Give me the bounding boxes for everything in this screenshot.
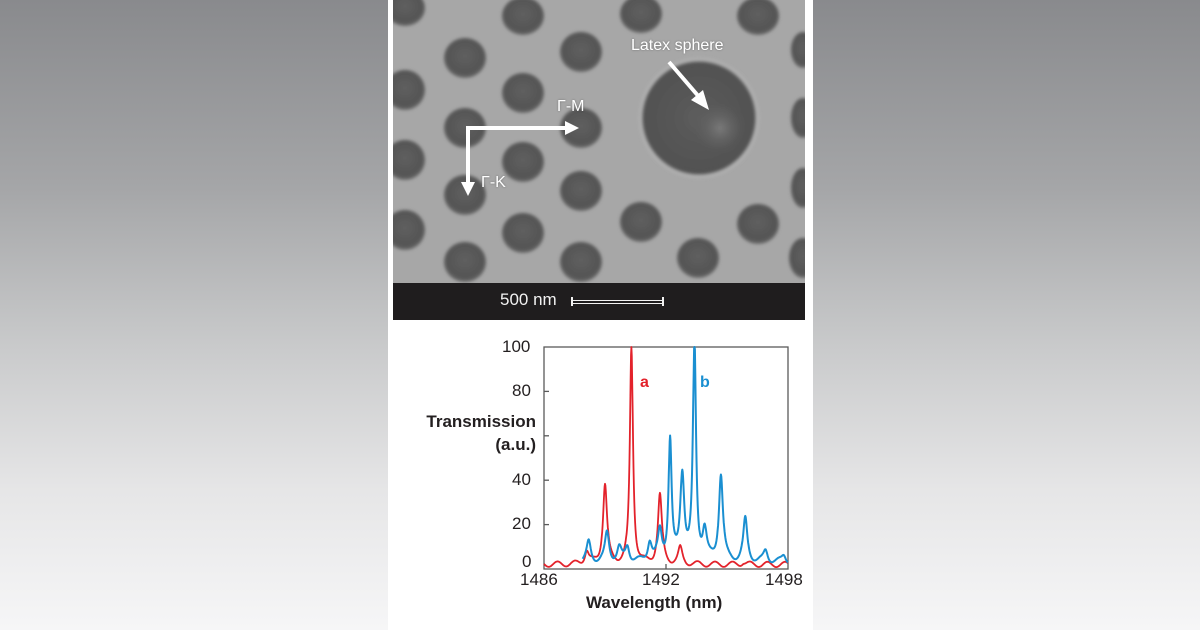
y-tick-40: 40 xyxy=(512,470,531,489)
transmission-chart: Transmission (a.u.) 100 80 40 20 0 1486 … xyxy=(388,330,813,630)
figure-panel: Latex sphere Γ-M Γ-K 500 nm Transmission… xyxy=(388,0,813,630)
scale-bar-label: 500 nm xyxy=(500,290,557,309)
direction-arrows xyxy=(461,60,709,196)
series-b-label: b xyxy=(700,374,710,391)
sem-micrograph: Latex sphere Γ-M Γ-K 500 nm xyxy=(393,0,805,320)
x-tick-1492: 1492 xyxy=(642,570,680,589)
y-tick-0: 0 xyxy=(522,552,532,571)
x-axis-label: Wavelength (nm) xyxy=(586,593,723,612)
series-a-label: a xyxy=(640,374,649,391)
x-tick-1498: 1498 xyxy=(765,570,803,589)
series-a-line xyxy=(543,346,789,568)
y-axis-label-line2: (a.u.) xyxy=(495,435,536,454)
scale-bar xyxy=(571,297,664,306)
latex-sphere-pointer-icon xyxy=(691,90,709,110)
y-tick-80: 80 xyxy=(512,381,531,400)
gamma-m-label: Γ-M xyxy=(557,98,585,115)
plot-area xyxy=(543,346,789,570)
background-left xyxy=(0,0,388,630)
photonic-crystal-image xyxy=(393,0,805,283)
y-axis-label-line1: Transmission xyxy=(426,412,536,431)
y-tick-20: 20 xyxy=(512,514,531,533)
y-ticks xyxy=(544,390,667,569)
y-tick-100: 100 xyxy=(502,337,531,356)
axis-lines xyxy=(466,126,568,190)
scale-bar-band: 500 nm xyxy=(393,283,805,320)
series-b-line xyxy=(581,346,789,564)
latex-sphere-label: Latex sphere xyxy=(631,37,724,54)
x-tick-1486: 1486 xyxy=(520,570,558,589)
background-right xyxy=(813,0,1200,630)
gamma-k-label: Γ-K xyxy=(481,174,506,191)
gamma-k-arrowhead-icon xyxy=(461,182,475,196)
gamma-m-arrowhead-icon xyxy=(565,121,579,135)
